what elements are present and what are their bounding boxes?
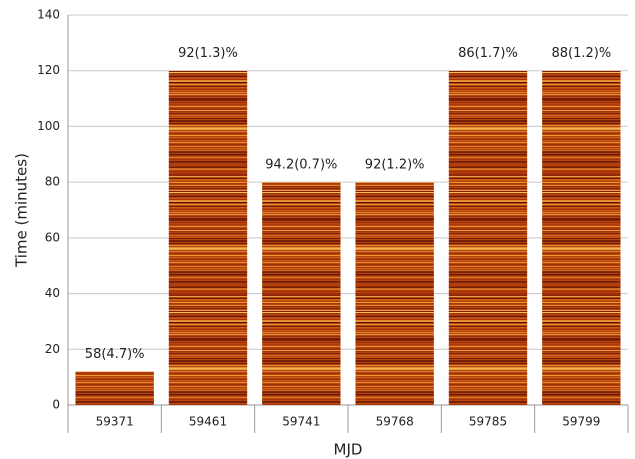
bar-annotation: 94.2(0.7)% (265, 158, 337, 173)
x-tick-label: 59741 (282, 415, 320, 429)
bar (542, 71, 620, 405)
x-tick-label: 59461 (189, 415, 227, 429)
bar-annotation: 86(1.7)% (458, 46, 518, 61)
y-tick-label: 0 (52, 398, 60, 412)
bar (169, 71, 247, 405)
bar (75, 372, 153, 405)
bar-annotation: 58(4.7)% (85, 347, 145, 362)
y-axis-title: Time (minutes) (13, 153, 31, 268)
x-tick-label: 59768 (376, 415, 414, 429)
bar-annotation: 92(1.2)% (365, 158, 425, 173)
x-axis-title: MJD (334, 441, 363, 459)
x-tick-label: 59371 (96, 415, 134, 429)
y-tick-label: 100 (37, 119, 60, 133)
bar-annotation: 88(1.2)% (551, 46, 611, 61)
x-tick-label: 59799 (562, 415, 600, 429)
bar (355, 182, 433, 405)
y-tick-label: 40 (45, 286, 60, 300)
bar (449, 71, 527, 405)
chart: Time (minutes) MJD 0 20 40 60 80 100 120 140 593… (0, 0, 635, 459)
x-tick-label: 59785 (469, 415, 507, 429)
y-tick-label: 120 (37, 63, 60, 77)
bar-annotation: 92(1.3)% (178, 46, 238, 61)
y-tick-label: 20 (45, 342, 60, 356)
y-tick-label: 60 (45, 230, 60, 244)
y-tick-label: 80 (45, 175, 60, 189)
y-tick-label: 140 (37, 8, 60, 22)
bar (262, 182, 340, 405)
